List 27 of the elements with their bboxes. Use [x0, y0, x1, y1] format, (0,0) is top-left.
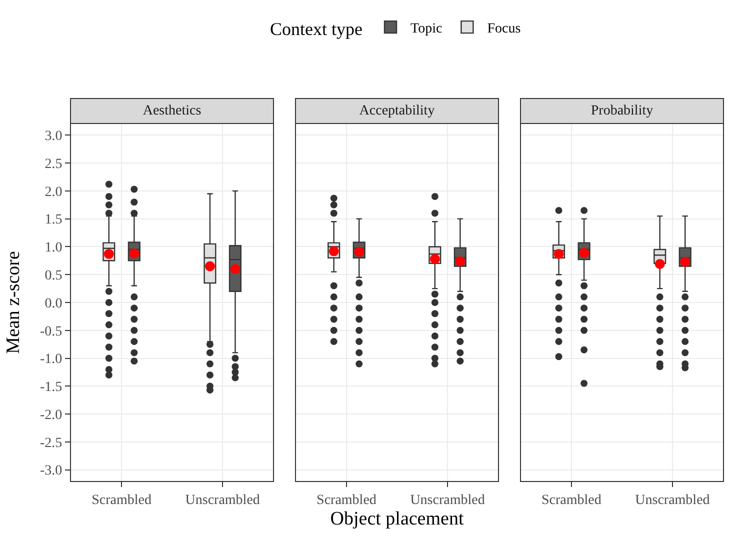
- x-tick-label: Unscrambled: [635, 492, 710, 508]
- legend-label: Focus: [487, 22, 521, 37]
- y-tick-label: 0.5: [44, 268, 62, 284]
- y-tick-label: -1.5: [40, 380, 62, 396]
- y-axis-title: Mean z-score: [2, 251, 24, 354]
- x-tick-label: Scrambled: [541, 492, 602, 508]
- y-tick-label: -3.0: [40, 464, 62, 479]
- y-tick-label: -1.0: [40, 352, 62, 368]
- y-tick-label: 2.0: [44, 184, 62, 200]
- x-tick-label: Scrambled: [92, 492, 152, 508]
- y-tick-label: 2.5: [44, 156, 62, 172]
- x-tick-label: Unscrambled: [185, 492, 260, 508]
- x-tick-label: Scrambled: [316, 492, 376, 508]
- y-tick-label: 1.5: [44, 212, 62, 228]
- legend-title: Context type: [270, 18, 362, 39]
- y-tick-label: 3.0: [44, 129, 62, 144]
- chart-title: Aesthetics: [142, 104, 202, 118]
- chart-title: Acceptability: [359, 104, 435, 118]
- y-tick-label: 0.0: [44, 296, 62, 312]
- chart-title: Probability: [590, 104, 654, 118]
- y-tick-label: -2.5: [40, 436, 62, 451]
- y-tick-label: -0.5: [40, 324, 62, 340]
- x-tick-label: Unscrambled: [410, 492, 485, 508]
- x-axis-title: Object placement: [330, 508, 464, 530]
- y-tick-label: -2.0: [40, 408, 62, 423]
- y-tick-label: 1.0: [44, 240, 62, 256]
- legend-label: Topic: [410, 22, 442, 37]
